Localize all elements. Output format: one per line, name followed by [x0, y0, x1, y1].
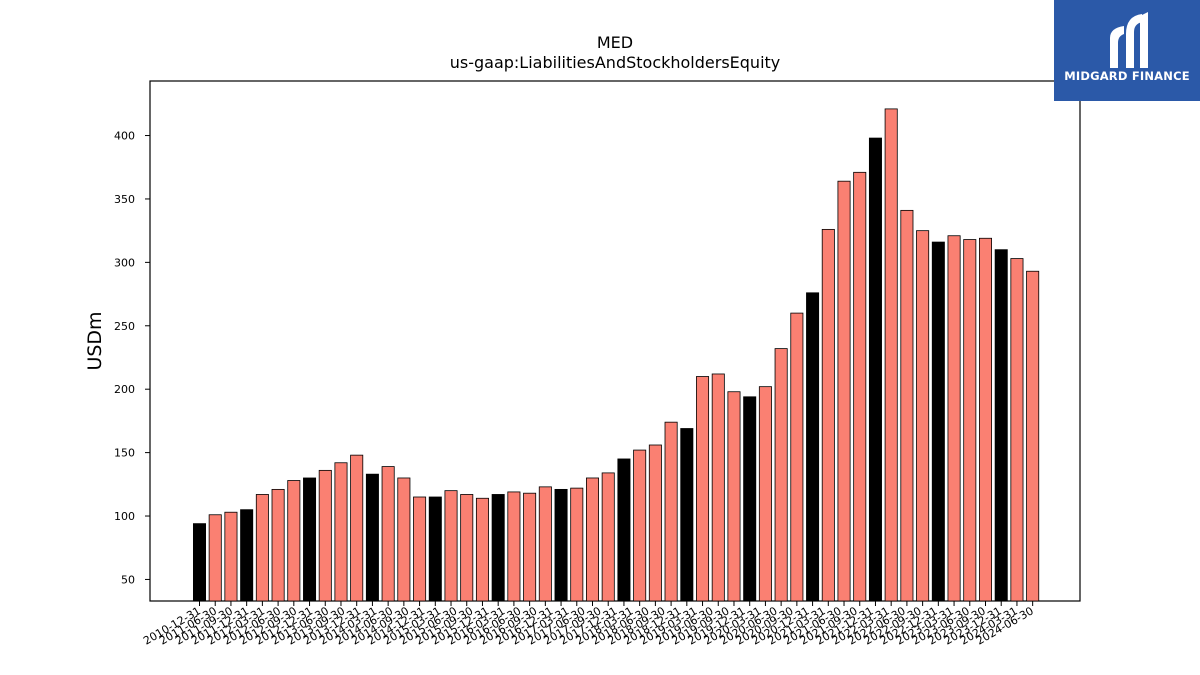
y-tick-label: 50: [121, 573, 135, 586]
bar: [1026, 270, 1040, 602]
bar: [586, 477, 600, 602]
bar: [900, 209, 914, 602]
logo-text: MIDGARD FINANCE: [1064, 69, 1190, 83]
bar: [727, 391, 741, 602]
bar: [790, 312, 804, 602]
bar: [475, 497, 489, 602]
bar: [963, 239, 977, 602]
y-tick-label: 350: [114, 193, 135, 206]
bar: [916, 230, 930, 602]
bar: [350, 454, 364, 602]
bar: [601, 472, 615, 602]
bar: [1010, 258, 1024, 602]
bar: [806, 292, 820, 602]
bar: [633, 449, 647, 602]
bar: [318, 469, 332, 602]
bar: [979, 237, 993, 602]
bar: [192, 523, 206, 602]
bar: [271, 488, 285, 602]
bar: [428, 496, 442, 602]
bar: [460, 494, 474, 602]
bar: [648, 444, 662, 602]
bar: [696, 376, 710, 602]
bar: [208, 514, 222, 602]
bar: [853, 171, 867, 602]
bar: [884, 108, 898, 602]
bar: [287, 480, 301, 602]
chart-title: MED: [596, 33, 634, 52]
y-tick-label: 200: [114, 383, 135, 396]
bar: [303, 477, 317, 602]
bar: [523, 492, 537, 602]
bar: [491, 494, 505, 602]
bar: [444, 490, 458, 602]
bar: [240, 509, 254, 602]
y-tick-label: 150: [114, 447, 135, 460]
bar: [397, 477, 411, 602]
bar: [680, 428, 694, 602]
y-tick-label: 300: [114, 256, 135, 269]
y-tick-label: 100: [114, 510, 135, 523]
bar: [821, 228, 835, 602]
bar: [255, 494, 269, 602]
bar: [334, 462, 348, 602]
bar: [774, 348, 788, 602]
bar: [413, 496, 427, 602]
y-tick-label: 400: [114, 130, 135, 143]
bar: [381, 466, 395, 602]
bar: [507, 491, 521, 602]
bar: [994, 249, 1008, 602]
bar: [538, 486, 552, 602]
midgard-finance-logo: MIDGARD FINANCE: [1054, 0, 1200, 101]
bar: [224, 511, 238, 602]
logo-mark-icon: [1110, 12, 1148, 68]
bar: [570, 487, 584, 602]
bar: [758, 386, 772, 602]
bar: [664, 421, 678, 602]
bar: [743, 396, 757, 602]
bar: [554, 488, 568, 602]
plot-frame: [149, 80, 1081, 602]
bar: [947, 235, 961, 602]
bar: [931, 241, 945, 602]
y-tick-label: 250: [114, 320, 135, 333]
bar: [868, 137, 882, 602]
bar: [711, 373, 725, 602]
bar: [365, 473, 379, 602]
bar: [837, 180, 851, 602]
chart-subtitle: us-gaap:LiabilitiesAndStockholdersEquity: [449, 53, 781, 72]
bar: [617, 458, 631, 602]
y-axis-label: USDm: [84, 311, 106, 370]
